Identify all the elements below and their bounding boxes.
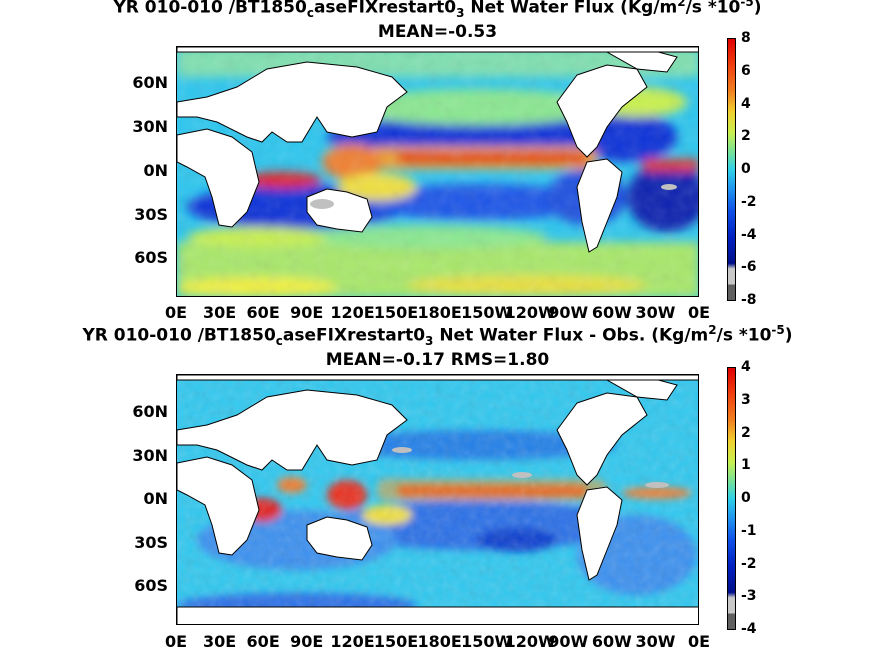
panel1-lon-label: 120E — [330, 303, 375, 322]
panel1-lon-label: 90W — [548, 303, 589, 322]
panel2-colorbar-tick: 1 — [741, 457, 751, 474]
panel1-lat-0n: 0N — [143, 161, 168, 180]
panel2-lat-60n: 60N — [132, 402, 168, 421]
panel1-lon-label: 90E — [290, 303, 324, 322]
panel1-lat-60n: 60N — [132, 73, 168, 92]
panel2-field — [177, 375, 698, 624]
panel1-lat-60s: 60S — [134, 248, 168, 267]
panel1-colorbar-tick: -8 — [741, 292, 757, 308]
panel2-lon-label: 30W — [635, 632, 676, 651]
panel1-lon-label: 120W — [504, 303, 556, 322]
panel2-map — [176, 374, 699, 625]
panel1-colorbar-tick: 8 — [741, 30, 751, 46]
panel2-colorbar-tick: -1 — [741, 522, 757, 539]
panel2-colorbar — [727, 367, 736, 630]
panel1-lon-label: 180E — [417, 303, 462, 322]
panel2-lat-60s: 60S — [134, 576, 168, 595]
panel1-field — [177, 47, 698, 296]
panel2-title: YR 010-010 /BT1850caseFIXrestart03 Net W… — [82, 323, 793, 349]
panel1-lon-label: 60E — [246, 303, 280, 322]
panel2-lon-label: 120W — [504, 632, 556, 651]
panel2-lon-label: 0E — [687, 632, 711, 651]
panel2-lat-30n: 30N — [132, 446, 168, 465]
panel1-colorbar — [727, 38, 736, 301]
panel2-lat-0n: 0N — [143, 489, 168, 508]
panel2-lon-label: 60W — [591, 632, 632, 651]
panel2-colorbar-tick: 2 — [741, 424, 751, 441]
panel2-lon-label: 180E — [417, 632, 462, 651]
panel2-lon-label: 150E — [373, 632, 419, 651]
panel2-mean-rms: MEAN=-0.17 RMS=1.80 — [325, 350, 550, 370]
panel1-lon-label: 150W — [461, 303, 513, 322]
panel1-lon-label: 30W — [635, 303, 676, 322]
panel1-lat-30n: 30N — [132, 117, 168, 136]
panel2-colorbar-tick: 0 — [741, 490, 751, 506]
panel2-lon-label: 150W — [461, 632, 513, 651]
panel2-lat-30s: 30S — [134, 533, 168, 552]
panel2-colorbar-tick: -3 — [741, 588, 757, 605]
panel2-lon-label: 30E — [202, 632, 237, 651]
panel2-colorbar-tick: -4 — [741, 621, 757, 637]
panel1-colorbar-tick: -2 — [741, 193, 757, 210]
panel1-colorbar-tick: 4 — [741, 95, 751, 112]
panel1-colorbar-tick: 0 — [741, 161, 751, 177]
panel1-title: YR 010-010 /BT1850caseFIXrestart03 Net W… — [113, 0, 762, 21]
panel2-lon-label: 0E — [164, 632, 188, 651]
panel2-colorbar-tick: -2 — [741, 555, 757, 572]
panel1-colorbar-tick: 6 — [741, 62, 751, 79]
panel2-lon-label: 90E — [290, 632, 324, 651]
panel1-colorbar-tick: -4 — [741, 226, 757, 243]
panel1-colorbar-tick: -6 — [741, 259, 757, 276]
panel1-lon-label: 150E — [373, 303, 419, 322]
panel1-colorbar-tick: 2 — [741, 128, 751, 145]
panel2-colorbar-tick: 4 — [741, 359, 751, 375]
panel2-lon-label: 120E — [330, 632, 375, 651]
panel1-lat-30s: 30S — [134, 205, 168, 224]
panel1-lon-label: 0E — [164, 303, 188, 322]
panel1-map — [176, 46, 699, 297]
panel2-lon-label: 90W — [548, 632, 589, 651]
panel2-lon-label: 60E — [246, 632, 280, 651]
panel1-mean: MEAN=-0.53 — [377, 22, 498, 42]
panel2-colorbar-tick: 3 — [741, 391, 751, 408]
panel1-lon-label: 30E — [202, 303, 237, 322]
panel1-lon-label: 60W — [591, 303, 632, 322]
panel1-lon-label: 0E — [687, 303, 711, 322]
